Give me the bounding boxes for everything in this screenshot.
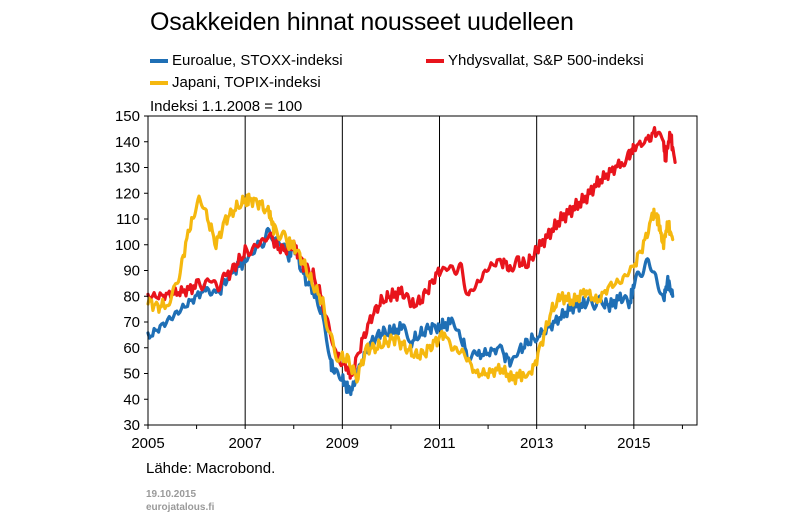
- legend-label-usa: Yhdysvallat, S&P 500-indeksi: [448, 52, 644, 69]
- y-tick-label: 130: [115, 160, 140, 177]
- x-tick-label: 2007: [228, 435, 261, 452]
- legend-label-japan: Japani, TOPIX-indeksi: [172, 74, 321, 91]
- y-tick-label: 40: [123, 391, 140, 408]
- y-tick-label: 80: [123, 288, 140, 305]
- legend-label-euro: Euroalue, STOXX-indeksi: [172, 52, 343, 69]
- y-tick-label: 70: [123, 314, 140, 331]
- footer-site: eurojatalous.fi: [146, 502, 215, 513]
- series-line-1: [146, 125, 677, 380]
- legend-item-euro: Euroalue, STOXX-indeksi: [150, 52, 343, 69]
- series-line-2: [146, 192, 675, 386]
- y-tick-label: 140: [115, 134, 140, 151]
- y-tick-label: 120: [115, 185, 140, 202]
- y-tick-label: 50: [123, 366, 140, 383]
- x-tick-label: 2011: [423, 435, 455, 452]
- x-tick-label: 2005: [131, 435, 164, 452]
- footer-date: 19.10.2015: [146, 489, 197, 500]
- legend-item-usa: Yhdysvallat, S&P 500-indeksi: [426, 52, 644, 69]
- source-note: Lähde: Macrobond.: [146, 460, 276, 477]
- chart-title: Osakkeiden hinnat nousseet uudelleen: [150, 8, 574, 36]
- x-tick-label: 2015: [617, 435, 650, 452]
- x-tick-label: 2013: [520, 435, 553, 452]
- y-tick-label: 110: [116, 211, 140, 228]
- legend-swatch-euro: [150, 58, 168, 63]
- x-tick-label: 2009: [326, 435, 359, 452]
- legend-swatch-usa: [426, 58, 444, 63]
- y-tick-label: 100: [115, 237, 140, 254]
- y-tick-label: 30: [123, 417, 140, 434]
- index-note: Indeksi 1.1.2008 = 100: [150, 98, 303, 115]
- y-tick-label: 90: [123, 263, 140, 280]
- y-tick-label: 60: [123, 340, 140, 357]
- y-tick-label: 150: [115, 108, 140, 125]
- series-line-0: [146, 227, 675, 397]
- legend-item-japan: Japani, TOPIX-indeksi: [150, 74, 321, 91]
- legend-swatch-japan: [150, 80, 168, 85]
